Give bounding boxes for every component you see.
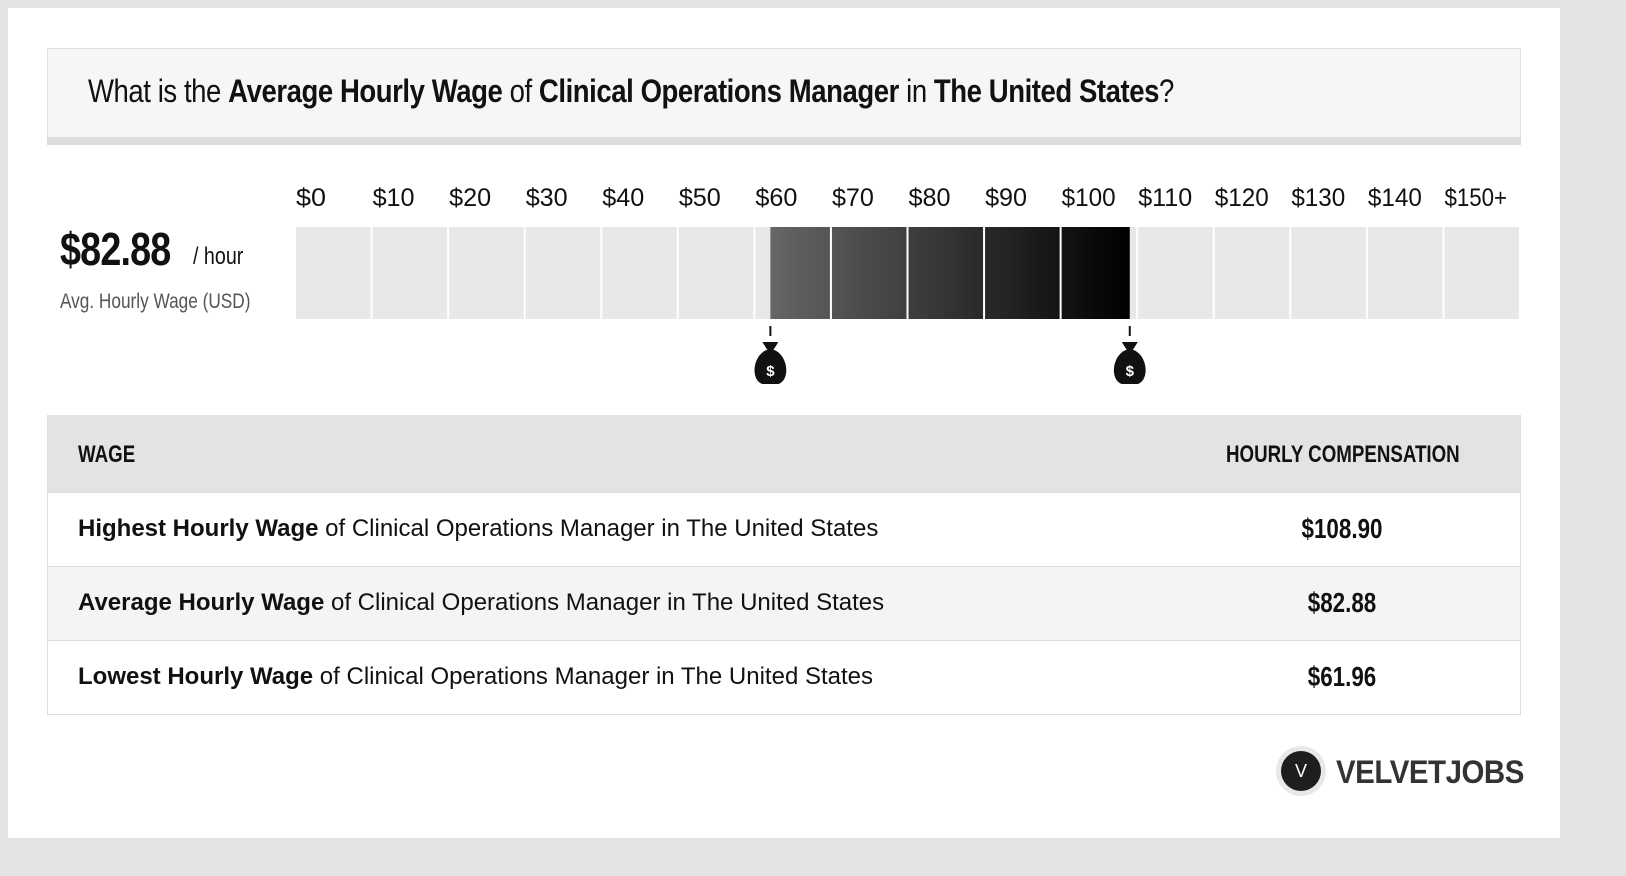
scale-cell — [1138, 227, 1213, 319]
money-bag-icon: $ — [1113, 326, 1146, 384]
scale-cell — [1291, 227, 1366, 319]
page-title: What is the Average Hourly Wage of Clini… — [88, 73, 1174, 109]
tick-label: $70 — [832, 184, 874, 212]
scale-cell — [602, 227, 677, 319]
scale-cell — [525, 227, 601, 319]
svg-text:$: $ — [766, 363, 775, 380]
logo-badge: V — [1276, 746, 1326, 796]
wage-card: What is the Average Hourly Wage of Clini… — [8, 8, 1560, 838]
header-hourly-compensation: HOURLY COMPENSATION — [1226, 441, 1460, 468]
average-wage-caption: Avg. Hourly Wage (USD) — [60, 290, 251, 313]
scale-cell — [1214, 227, 1290, 319]
range-cell-divider — [1059, 227, 1062, 319]
tick-label: $120 — [1215, 184, 1269, 212]
tick-label: $30 — [526, 184, 568, 212]
logo-text: VELVETJOBS — [1336, 754, 1524, 790]
tick-label: $130 — [1291, 184, 1345, 212]
header-wage: WAGE — [78, 441, 136, 468]
tick-label: $40 — [602, 184, 644, 212]
row-label: Highest Hourly Wage of Clinical Operatio… — [78, 515, 879, 542]
range-cell-divider — [983, 227, 986, 319]
tick-label: $0 — [296, 184, 326, 212]
table-row-highest: Highest Hourly Wage of Clinical Operatio… — [48, 492, 1520, 566]
tick-label: $10 — [373, 184, 415, 212]
tick-label: $60 — [755, 184, 797, 212]
tick-label: $90 — [985, 184, 1027, 212]
scale-cell — [372, 227, 448, 319]
money-bag-icon: $ — [754, 326, 787, 384]
tick-label: $150+ — [1444, 184, 1507, 212]
svg-text:$: $ — [1126, 363, 1135, 380]
scale-cell — [1367, 227, 1443, 319]
scale-cell — [1444, 227, 1519, 319]
tick-label: $100 — [1062, 184, 1116, 212]
average-wage-unit: / hour — [193, 243, 244, 270]
range-cell-divider — [906, 227, 909, 319]
scale-cell — [296, 227, 371, 319]
scale-cell — [449, 227, 524, 319]
title-box: What is the Average Hourly Wage of Clini… — [47, 48, 1521, 137]
table-row-lowest: Lowest Hourly Wage of Clinical Operation… — [48, 640, 1520, 714]
table-header: WAGE HOURLY COMPENSATION — [48, 415, 1520, 492]
wage-table: WAGE HOURLY COMPENSATION Highest Hourly … — [47, 415, 1521, 715]
tick-label: $50 — [679, 184, 721, 212]
wage-range-bar — [770, 227, 1130, 319]
wage-range-chart: $0 $10 $20 $30 $40 $50 $60 $70 $80 $90 $100 $110 $12… — [296, 184, 1519, 384]
tick-label: $110 — [1138, 184, 1192, 212]
range-cell-divider — [829, 227, 832, 319]
tick-label: $80 — [909, 184, 951, 212]
row-label: Lowest Hourly Wage of Clinical Operation… — [78, 663, 873, 690]
row-label: Average Hourly Wage of Clinical Operatio… — [78, 589, 885, 616]
table-row-average: Average Hourly Wage of Clinical Operatio… — [48, 566, 1520, 640]
average-wage-value: $82.88 — [60, 223, 171, 275]
title-underline — [47, 137, 1521, 145]
tick-label: $140 — [1368, 184, 1422, 212]
tick-label: $20 — [449, 184, 491, 212]
logo-letter: V — [1281, 751, 1321, 791]
scale-cell — [678, 227, 754, 319]
